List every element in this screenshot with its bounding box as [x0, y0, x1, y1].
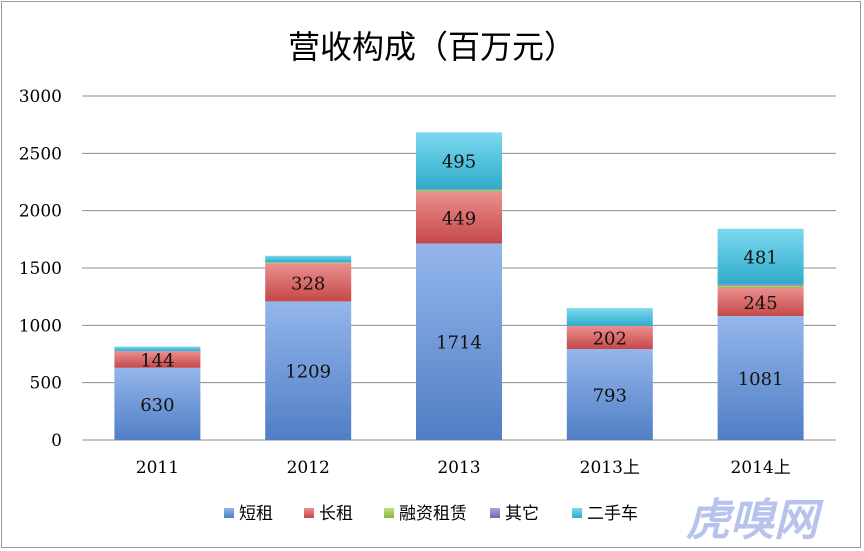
bar-segment: [416, 189, 502, 191]
x-tick-label: 2013: [437, 458, 480, 478]
bar-segment: [114, 351, 201, 368]
legend: 短租 长租 融资租赁 其它 二手车: [224, 504, 638, 524]
data-label: 202: [593, 328, 627, 349]
y-tick-label: 2000: [19, 202, 62, 222]
data-label: 1081: [738, 369, 784, 390]
watermark-logo: 虎嗅网: [686, 495, 824, 546]
legend-swatch: [384, 508, 394, 518]
y-tick-label: 0: [51, 431, 62, 451]
bar-segment: [717, 287, 804, 317]
x-tick-label: 2011: [136, 458, 179, 478]
legend-swatch: [490, 508, 500, 518]
gridlines: [82, 95, 836, 441]
y-tick-label: 3000: [19, 87, 62, 107]
bar-segment: [416, 191, 502, 244]
bar-segment: [717, 316, 804, 440]
y-tick-label: 1500: [19, 259, 62, 279]
data-label: 328: [291, 274, 325, 295]
bar-segment: [265, 263, 352, 302]
bar-segment: [566, 349, 653, 440]
x-axis-ticks: 2011 2012 2013 2013上 2014上: [136, 458, 791, 478]
y-tick-label: 2500: [19, 144, 62, 164]
legend-swatch: [304, 508, 314, 518]
bar-segment: [717, 285, 804, 288]
bar-segment: [566, 308, 653, 326]
legend-label: 短租: [239, 504, 273, 524]
data-label: 1209: [285, 362, 331, 383]
bar-segment: [265, 301, 352, 440]
y-axis-ticks: 0 500 1000 1500 2000 2500 3000: [19, 87, 62, 451]
x-tick-label: 2012: [287, 458, 330, 478]
data-label: 449: [442, 209, 476, 230]
data-label: 1714: [436, 333, 482, 354]
data-label: 481: [743, 247, 777, 268]
data-label: 630: [140, 395, 174, 416]
x-tick-label: 2014上: [730, 458, 790, 478]
bar-segment: [566, 325, 653, 350]
x-tick-label: 2013上: [580, 458, 640, 478]
y-tick-label: 1000: [19, 316, 62, 336]
bar-segment: [416, 243, 502, 440]
bar-segment: [265, 262, 352, 264]
legend-label: 融资租赁: [399, 504, 467, 524]
data-label: 245: [743, 293, 777, 314]
legend-label: 二手车: [587, 504, 638, 524]
bars: [114, 132, 804, 440]
bar-segment: [717, 228, 804, 284]
bar-segment: [717, 283, 804, 286]
bar-segment: [416, 190, 502, 192]
legend-label: 长租: [319, 504, 353, 524]
y-tick-label: 500: [30, 374, 62, 394]
bar-segment: [265, 255, 352, 263]
data-labels: 630 144 1209 328 1714 449 495 793 202 1081 245 481: [140, 152, 783, 416]
bar-segment: [114, 367, 201, 440]
bar-segment: [416, 132, 502, 190]
bar-segment: [114, 346, 201, 352]
data-label: 793: [593, 386, 627, 407]
data-label: 495: [442, 152, 476, 173]
legend-swatch: [572, 508, 582, 518]
legend-label: 其它: [505, 504, 539, 524]
bar-segment: [265, 262, 352, 263]
data-label: 144: [140, 351, 174, 372]
chart-title: 营收构成（百万元）: [288, 28, 576, 66]
legend-swatch: [224, 508, 234, 518]
